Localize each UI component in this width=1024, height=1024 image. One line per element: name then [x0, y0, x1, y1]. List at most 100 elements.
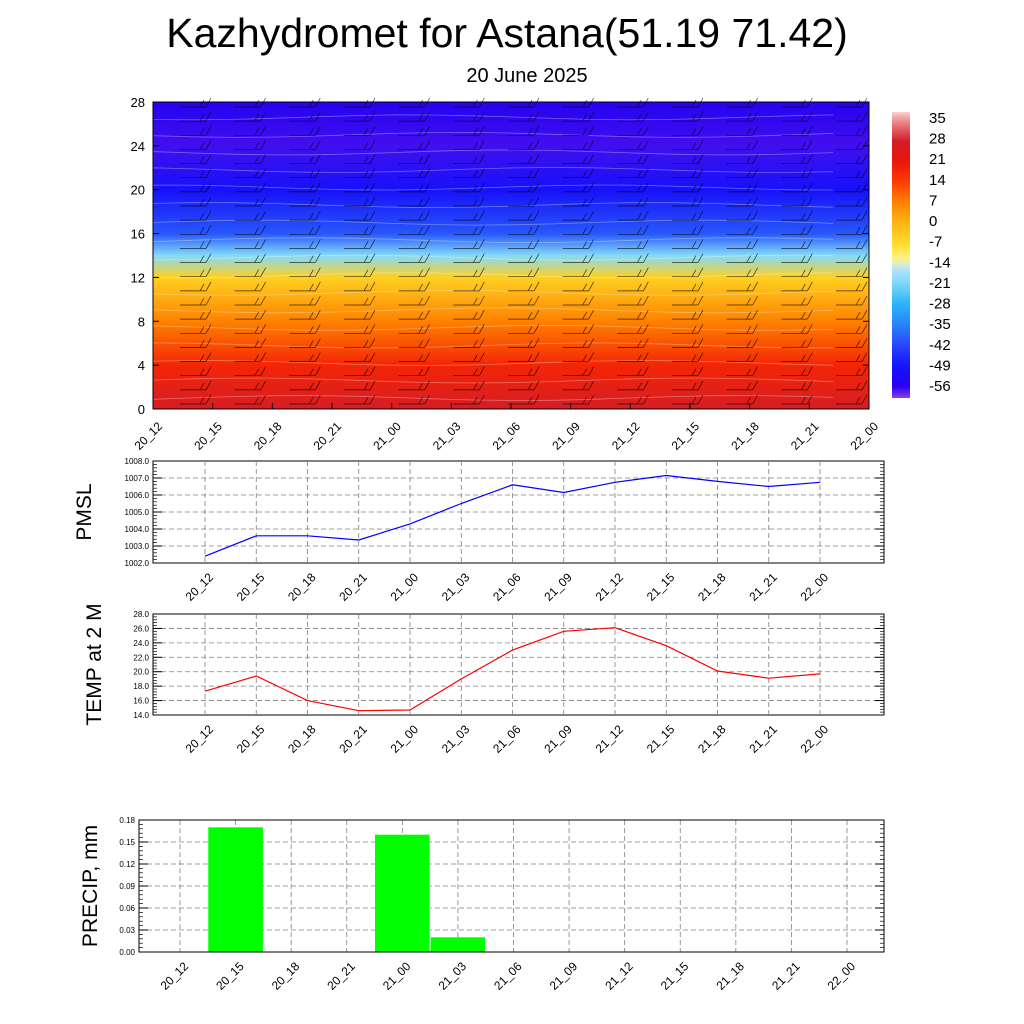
temp-ytick-label: 24.0	[133, 639, 149, 648]
wind-barb	[562, 239, 594, 249]
pmsl-ytick-label: 1003.0	[125, 542, 150, 551]
wind-barb	[562, 338, 594, 348]
wind-barb	[453, 281, 485, 292]
wind-barb	[508, 295, 540, 306]
wind-barb	[836, 126, 868, 136]
precip-xtick-label: 20_12	[158, 959, 192, 993]
heatmap-contour	[152, 307, 834, 314]
wind-barb	[672, 394, 704, 405]
wind-barb	[234, 324, 266, 334]
wind-barb	[726, 352, 758, 362]
pmsl-ytick-label: 1008.0	[125, 457, 150, 466]
wind-barb	[289, 380, 321, 391]
wind-barb	[617, 324, 649, 334]
wind-barb	[234, 309, 266, 320]
precip-xtick-label: 20_18	[269, 959, 303, 993]
wind-barb	[726, 324, 758, 334]
wind-barb	[726, 182, 758, 193]
wind-barb	[180, 267, 212, 278]
wind-barb	[672, 295, 704, 306]
colorbar-label: -42	[929, 337, 951, 354]
wind-barb	[453, 352, 485, 362]
wind-barb	[836, 394, 868, 405]
wind-barb	[508, 394, 540, 405]
heatmap-xtick-label: 21_12	[609, 419, 643, 453]
temp-ytick-label: 16.0	[133, 697, 149, 706]
wind-barb	[562, 267, 594, 278]
temp-ytick-label: 26.0	[133, 624, 149, 633]
wind-barb	[398, 154, 430, 164]
wind-barb	[781, 140, 813, 150]
wind-barb	[617, 295, 649, 306]
temp-xtick-label: 21_12	[593, 722, 627, 756]
temp-xtick-label: 21_00	[388, 722, 422, 756]
precip-bar	[208, 827, 263, 952]
wind-barb	[453, 126, 485, 136]
wind-barb	[453, 338, 485, 348]
wind-barb	[836, 168, 868, 179]
wind-barb	[781, 267, 813, 278]
wind-barb	[836, 324, 868, 334]
wind-barb	[672, 182, 704, 193]
heatmap-ytick-label: 0	[138, 402, 145, 417]
pmsl-xtick-label: 21_12	[593, 570, 627, 604]
wind-barb	[836, 366, 868, 377]
wind-barb	[398, 140, 430, 150]
temp-xtick-label: 21_15	[644, 722, 678, 756]
wind-barb	[508, 338, 540, 348]
temp-ytick-label: 18.0	[133, 682, 149, 691]
wind-barb	[234, 225, 266, 235]
wind-barb	[617, 126, 649, 136]
wind-barb	[453, 309, 485, 320]
wind-barb	[672, 154, 704, 164]
wind-barb	[726, 154, 758, 164]
wind-barb	[234, 154, 266, 164]
wind-barb	[672, 380, 704, 391]
heatmap-xtick-label: 21_15	[669, 419, 703, 453]
wind-barb	[617, 168, 649, 179]
precip-xtick-label: 21_15	[658, 959, 692, 993]
wind-barb	[726, 267, 758, 278]
pmsl-xtick-label: 20_15	[234, 570, 268, 604]
temp-frame	[152, 613, 885, 716]
wind-barb	[508, 281, 540, 292]
temp-xtick-label: 21_06	[490, 722, 524, 756]
wind-barb	[289, 225, 321, 235]
wind-barb	[234, 380, 266, 391]
pmsl-frame	[152, 460, 885, 564]
wind-barb	[453, 394, 485, 405]
precip-ytick-label: 0.09	[119, 882, 135, 891]
pmsl-xtick-label: 22_00	[798, 570, 832, 604]
wind-barb	[398, 111, 430, 122]
pmsl-ytick-label: 1005.0	[125, 508, 150, 517]
heatmap-contour	[152, 290, 834, 296]
heatmap-contour	[152, 395, 834, 401]
wind-barb	[344, 182, 376, 193]
wind-barb	[180, 196, 212, 207]
wind-barb	[453, 366, 485, 377]
wind-barb	[617, 253, 649, 263]
wind-barb	[234, 267, 266, 278]
precip-ytick-label: 0.18	[119, 816, 135, 825]
wind-barb	[562, 225, 594, 235]
wind-barb	[617, 210, 649, 221]
wind-barb	[617, 338, 649, 348]
wind-barb	[289, 394, 321, 405]
wind-barb	[726, 380, 758, 391]
wind-barb	[180, 352, 212, 362]
heatmap-contour	[152, 202, 834, 209]
wind-barb	[344, 225, 376, 235]
pmsl-xtick-label: 21_15	[644, 570, 678, 604]
wind-barb	[289, 253, 321, 263]
precip-ytick-label: 0.12	[119, 860, 135, 869]
wind-barb	[234, 366, 266, 377]
wind-barb	[289, 338, 321, 348]
wind-barb	[617, 225, 649, 235]
precip-xtick-label: 21_18	[713, 959, 747, 993]
wind-barb	[344, 394, 376, 405]
colorbar-label: -7	[929, 234, 942, 251]
wind-barb	[398, 338, 430, 348]
heatmap-contour	[152, 114, 834, 121]
wind-barb	[672, 309, 704, 320]
precip-xtick-label: 21_12	[602, 959, 636, 993]
